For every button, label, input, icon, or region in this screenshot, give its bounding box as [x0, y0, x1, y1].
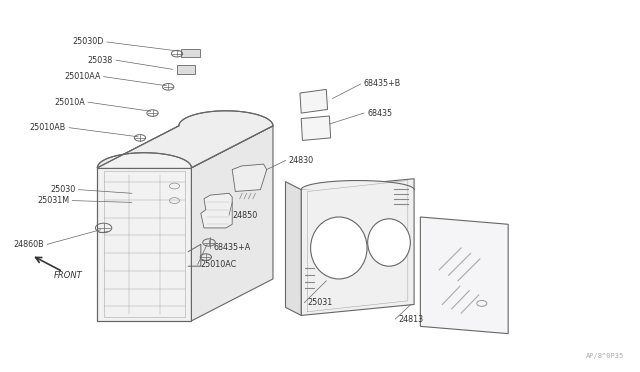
Text: 25010AA: 25010AA [64, 72, 100, 81]
Text: 24830: 24830 [289, 156, 314, 165]
Text: AP/8^0P35: AP/8^0P35 [586, 353, 624, 359]
Polygon shape [97, 168, 191, 321]
Polygon shape [420, 217, 508, 334]
Text: 25010AC: 25010AC [201, 260, 237, 269]
Polygon shape [301, 179, 414, 315]
Bar [104, 171, 185, 317]
Polygon shape [97, 126, 273, 168]
Polygon shape [97, 111, 273, 168]
Ellipse shape [367, 219, 410, 266]
Polygon shape [191, 126, 273, 321]
Text: 25030D: 25030D [72, 38, 104, 46]
Text: 25031M: 25031M [37, 196, 69, 205]
Polygon shape [301, 116, 331, 141]
Text: 24813: 24813 [398, 315, 424, 324]
Text: 25010A: 25010A [54, 98, 85, 107]
Text: 25030: 25030 [50, 185, 76, 194]
Polygon shape [285, 182, 301, 315]
Text: 25031: 25031 [307, 298, 333, 307]
Text: 68435+A: 68435+A [213, 244, 251, 253]
Polygon shape [300, 89, 328, 113]
Polygon shape [232, 164, 267, 192]
Text: FRONT: FRONT [54, 271, 82, 280]
Text: 24860B: 24860B [13, 240, 44, 249]
Text: 68435: 68435 [367, 109, 392, 118]
Polygon shape [201, 193, 232, 228]
Text: 25010AB: 25010AB [29, 123, 66, 132]
Text: 68435+B: 68435+B [364, 80, 401, 89]
FancyBboxPatch shape [177, 65, 195, 74]
FancyBboxPatch shape [180, 49, 200, 57]
Ellipse shape [310, 217, 367, 279]
Text: 25038: 25038 [88, 56, 113, 65]
Text: 24850: 24850 [232, 211, 257, 219]
